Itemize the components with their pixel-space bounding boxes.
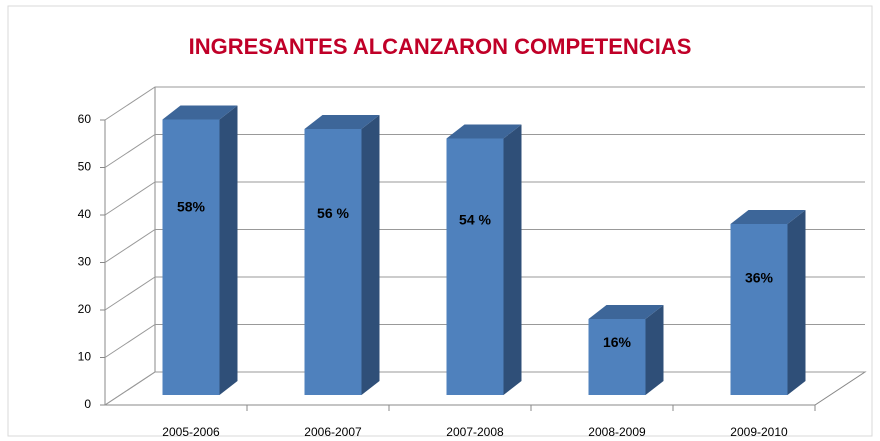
grid-line xyxy=(104,86,865,121)
chart-frame xyxy=(7,5,873,437)
bar xyxy=(446,138,504,395)
grid-line xyxy=(104,276,865,311)
value-label: 58% xyxy=(177,198,206,214)
bar xyxy=(730,224,788,395)
y-tick-label: 10 xyxy=(78,350,92,364)
bar-side xyxy=(645,305,664,395)
bar-side xyxy=(219,105,238,395)
bar-top xyxy=(446,124,522,139)
y-tick-label: 60 xyxy=(78,112,92,126)
value-label: 54 % xyxy=(459,211,491,227)
y-tick-label: 50 xyxy=(78,160,92,174)
value-label: 36% xyxy=(745,269,774,285)
x-tick-label: 2005-2006 xyxy=(162,425,220,439)
x-tick-label: 2009-2010 xyxy=(730,425,788,439)
grid-line xyxy=(104,229,865,263)
x-tick-label: 2008-2009 xyxy=(588,425,646,439)
y-tick-label: 40 xyxy=(78,207,92,221)
y-tick-label: 20 xyxy=(78,302,92,316)
y-tick-label: 30 xyxy=(78,255,92,269)
chart-title: INGRESANTES ALCANZARON COMPETENCIAS xyxy=(189,34,692,59)
bar-side xyxy=(361,115,380,395)
bar xyxy=(162,119,220,395)
grid-line xyxy=(104,134,865,168)
bar xyxy=(304,129,362,395)
bar-side xyxy=(787,210,806,395)
bar-top xyxy=(162,105,238,120)
bar xyxy=(588,319,646,395)
bar-top xyxy=(304,115,380,129)
y-tick-label: 0 xyxy=(84,397,91,411)
value-label: 16% xyxy=(603,334,632,350)
bar-top xyxy=(730,210,806,224)
value-label: 56 % xyxy=(317,205,349,221)
bar-top xyxy=(588,305,664,319)
bar-side xyxy=(503,124,522,395)
x-tick-label: 2007-2008 xyxy=(446,425,504,439)
x-tick-label: 2006-2007 xyxy=(304,425,362,439)
grid-line xyxy=(104,181,865,216)
